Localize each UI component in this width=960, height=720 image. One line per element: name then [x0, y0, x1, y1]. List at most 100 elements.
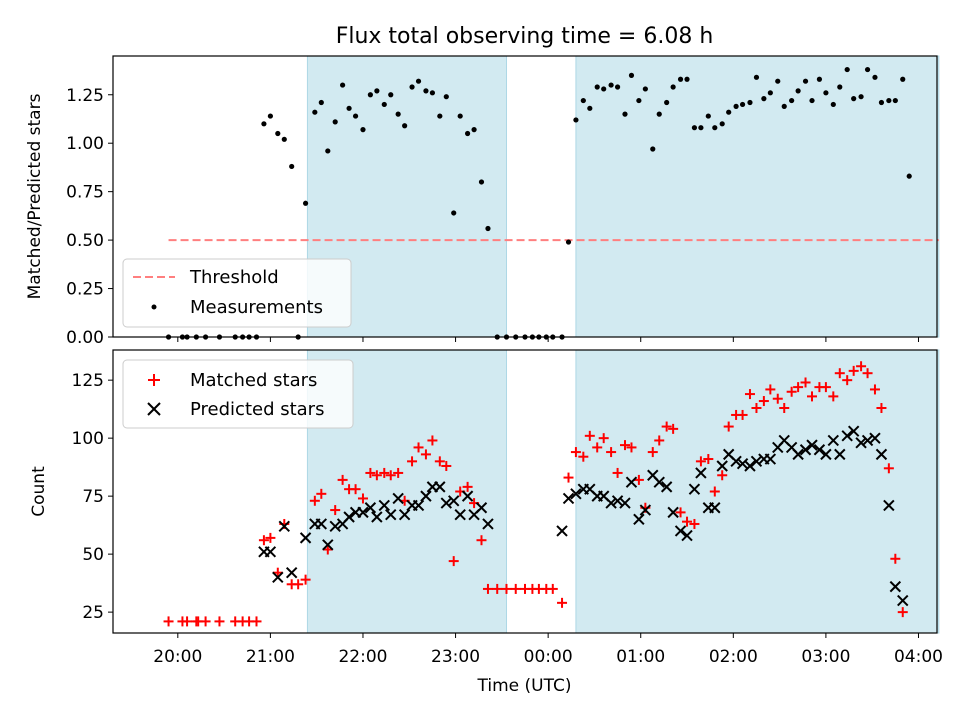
predicted-star-marker — [799, 444, 812, 456]
measurement-point — [802, 78, 809, 84]
measurement-point — [580, 97, 586, 104]
predicted-star-marker — [806, 439, 818, 451]
matched-star-marker — [592, 442, 603, 453]
matched-star-marker — [848, 365, 859, 376]
matched-star-marker — [626, 442, 637, 453]
measurement-point — [900, 76, 906, 82]
matched-star-marker — [689, 518, 700, 529]
matched-star-marker — [862, 368, 873, 379]
bottom-ytick-label: 100 — [72, 429, 104, 449]
predicted-star-marker — [420, 490, 432, 502]
predicted-star-marker — [329, 520, 341, 533]
legend-predicted-swatch — [147, 402, 161, 416]
predicted-star-marker — [861, 434, 874, 447]
legend-measurements-swatch — [151, 304, 157, 310]
xtick-label: 02:00 — [709, 647, 758, 667]
matched-star-marker — [606, 447, 617, 458]
matched-star-marker — [350, 484, 361, 495]
predicted-star-marker — [625, 476, 638, 488]
measurement-point — [677, 76, 684, 82]
measurement-point — [622, 111, 628, 117]
legend-matched-swatch — [148, 374, 160, 386]
predicted-star-marker — [556, 525, 568, 537]
measurement-point — [761, 96, 767, 102]
matched-star-marker — [883, 463, 894, 474]
predicted-star-marker — [869, 432, 881, 444]
predicted-star-marker — [750, 455, 763, 468]
bottom-y-axis-label: Count — [29, 466, 49, 517]
predicted-star-marker — [709, 502, 721, 514]
measurement-point — [698, 125, 704, 131]
legend-predicted-label: Predicted stars — [190, 399, 324, 420]
measurement-point — [409, 84, 415, 90]
bottom-axes-frame — [112, 349, 938, 634]
predicted-star-marker — [264, 546, 277, 558]
bottom-shaded-intervals — [306, 349, 940, 634]
measurement-point — [415, 78, 422, 84]
measurement-point — [267, 113, 273, 119]
measurement-point — [705, 113, 711, 119]
predicted-star-marker — [440, 497, 453, 509]
predicted-star-marker — [736, 457, 749, 470]
matched-star-marker — [371, 470, 382, 481]
predicted-star-marker — [792, 448, 804, 461]
xtick-label: 22:00 — [338, 647, 387, 667]
measurement-point — [332, 119, 338, 125]
matched-star-marker — [316, 488, 327, 499]
matched-star-marker — [612, 467, 623, 478]
matched-star-marker — [828, 391, 839, 402]
matched-star-marker — [758, 396, 769, 407]
predicted-star-marker — [357, 506, 369, 519]
predicted-star-marker — [820, 448, 832, 461]
predicted-star-marker — [619, 497, 631, 509]
matched-star-marker — [772, 393, 783, 404]
measurement-point — [565, 239, 572, 245]
measurement-point — [830, 101, 836, 108]
xtick-label: 04:00 — [894, 647, 943, 667]
matched-star-marker — [793, 382, 804, 393]
matched-star-marker — [492, 583, 503, 594]
predicted-star-marker — [272, 571, 284, 584]
predicted-star-marker — [674, 525, 687, 537]
xtick-label: 23:00 — [431, 647, 480, 667]
xtick-label: 21:00 — [246, 647, 295, 667]
measurement-point — [628, 72, 635, 78]
measurement-point — [781, 103, 787, 109]
measurement-point — [443, 94, 449, 100]
measurement-point — [775, 78, 781, 84]
measurement-point — [712, 125, 718, 131]
matched-star-marker — [578, 451, 589, 462]
matched-stars-markers — [163, 361, 908, 627]
measurement-point — [289, 163, 295, 170]
top-y-axis-label: Matched/Predicted stars — [25, 93, 45, 299]
measurement-point — [795, 88, 801, 94]
measurement-point — [318, 99, 324, 106]
predicted-star-marker — [653, 476, 665, 488]
matched-star-marker — [675, 507, 686, 518]
measurement-point — [636, 97, 642, 104]
predicted-star-marker — [378, 499, 390, 512]
predicted-star-marker — [371, 511, 383, 523]
measurement-point — [381, 101, 387, 108]
matched-star-marker — [258, 535, 269, 546]
top-ytick-label: 0.50 — [66, 231, 104, 251]
predicted-star-marker — [454, 508, 466, 521]
measurement-point — [457, 113, 463, 119]
predicted-stars-markers — [258, 425, 909, 607]
matched-star-marker — [441, 460, 452, 471]
measurement-point — [471, 127, 477, 133]
xtick-label: 03:00 — [801, 647, 850, 667]
predicted-star-marker — [764, 453, 777, 465]
measurement-points — [165, 66, 912, 340]
matched-star-marker — [265, 532, 276, 543]
measurement-point — [388, 92, 394, 98]
matched-star-marker — [695, 456, 706, 467]
measurement-point — [352, 113, 359, 119]
measurement-point — [642, 86, 648, 92]
measurement-point — [485, 225, 491, 232]
measurement-point — [691, 125, 698, 131]
matched-star-marker — [668, 423, 679, 434]
matched-star-marker — [182, 616, 193, 627]
matched-star-marker — [385, 470, 396, 481]
